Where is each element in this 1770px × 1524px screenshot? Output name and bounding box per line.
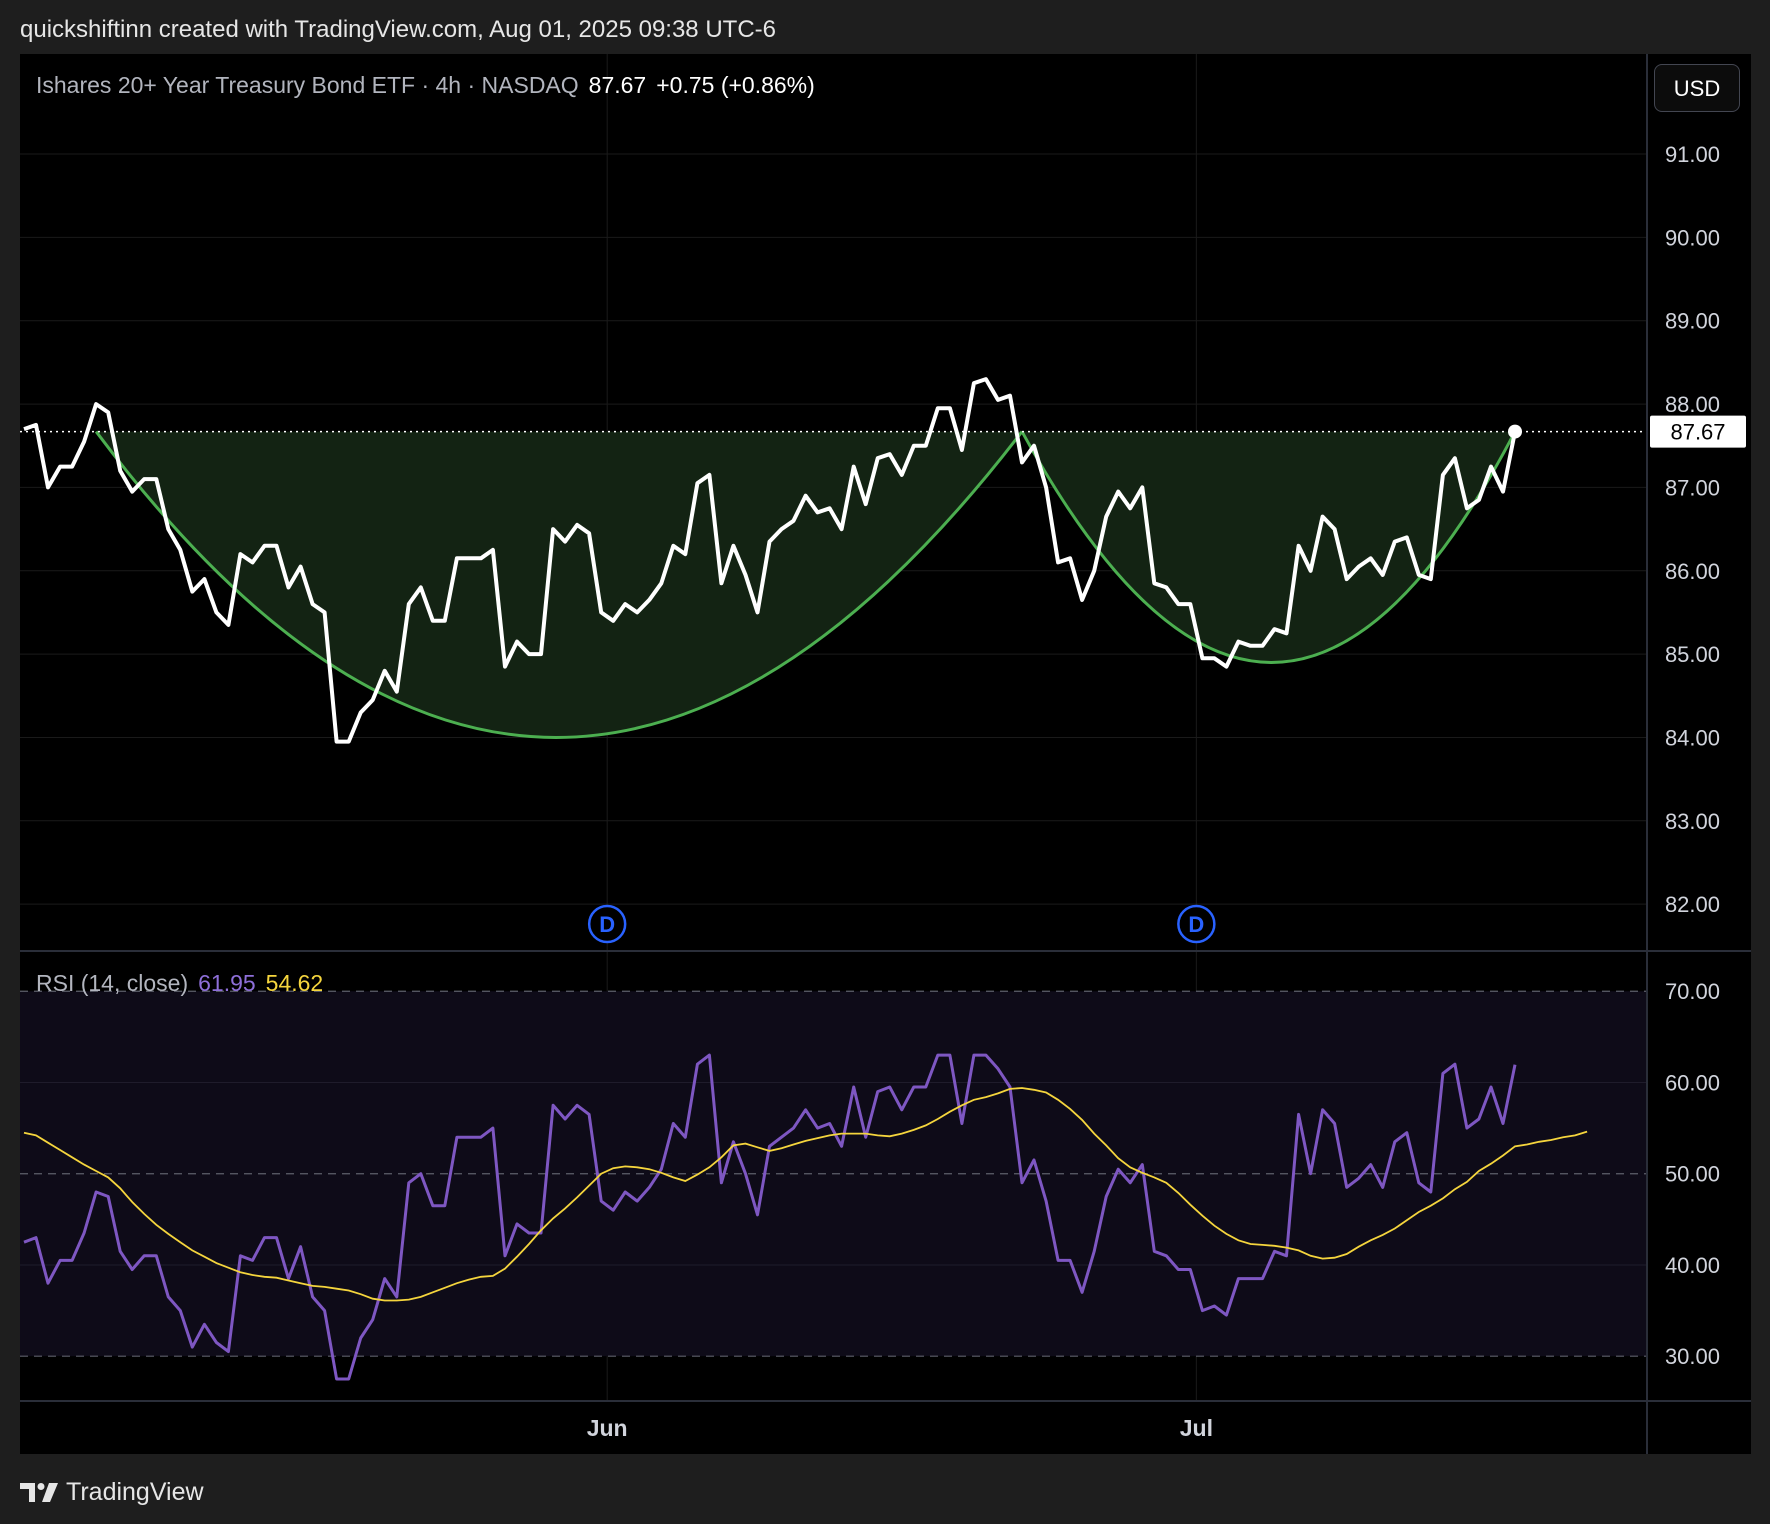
rsi-axis-tick: 60.00 <box>1665 1070 1720 1095</box>
symbol-title: Ishares 20+ Year Treasury Bond ETF · 4h … <box>36 72 579 98</box>
footer-brand-text: TradingView <box>66 1477 204 1506</box>
price-axis-tick: 89.00 <box>1665 309 1720 334</box>
legend-price: 87.67 <box>588 72 647 98</box>
rsi-ma-line[interactable] <box>23 1087 1588 1302</box>
rsi-series-line[interactable] <box>23 1053 1517 1381</box>
symbol-legend[interactable]: Ishares 20+ Year Treasury Bond ETF · 4h … <box>36 72 815 99</box>
rsi-axis-tick: 50.00 <box>1665 1162 1720 1187</box>
time-axis-tick: Jun <box>587 1415 628 1441</box>
dividend-marker-circle <box>1177 904 1216 944</box>
price-axis-tick: 91.00 <box>1665 142 1720 167</box>
price-axis-tick: 90.00 <box>1665 225 1720 250</box>
footer-brand[interactable]: TradingView <box>20 1474 204 1510</box>
cup-curve-1 <box>94 430 1024 739</box>
rsi-axis-tick: 70.00 <box>1665 979 1720 1004</box>
chart-header: quickshiftinn created with TradingView.c… <box>20 16 776 43</box>
price-axis-tick: 85.00 <box>1665 642 1720 667</box>
last-price-point[interactable] <box>1508 424 1522 439</box>
current-price-label: 87.67 <box>1670 420 1725 445</box>
dividend-marker-label: D <box>599 912 615 937</box>
tradingview-logo-icon <box>20 1483 58 1502</box>
rsi-ma-value: 54.62 <box>265 970 324 996</box>
legend-change: +0.75 (+0.86%) <box>656 72 815 98</box>
price-axis-tick: 87.00 <box>1665 475 1720 500</box>
price-series-line[interactable] <box>23 377 1517 744</box>
price-axis-tick: 82.00 <box>1665 892 1720 917</box>
price-axis-tick: 84.00 <box>1665 725 1720 750</box>
cup-curve-2 <box>1020 430 1517 664</box>
chart-frame[interactable]: 82.00 83.00 84.00 85.00 86.00 87.00 88.00 89.00… <box>20 54 1751 1454</box>
cup-fill-2 <box>1022 431 1515 663</box>
rsi-axis-tick: 30.00 <box>1665 1344 1720 1369</box>
price-axis-tick: 88.00 <box>1665 392 1720 417</box>
dividend-marker-circle <box>587 904 627 944</box>
rsi-title: RSI (14, close) <box>36 970 189 996</box>
current-price-label-box <box>1650 415 1746 448</box>
price-axis-tick: 83.00 <box>1665 809 1720 834</box>
rsi-axis-tick: 40.00 <box>1665 1253 1720 1278</box>
price-axis-tick: 86.00 <box>1665 559 1720 584</box>
rsi-value: 61.95 <box>198 970 256 996</box>
dividend-marker-label: D <box>1188 912 1204 937</box>
currency-button[interactable]: USD <box>1654 64 1740 112</box>
dividend-marker[interactable]: D <box>1177 904 1216 944</box>
rsi-legend[interactable]: RSI (14, close) 61.95 54.62 <box>36 970 323 997</box>
chart-canvas[interactable]: 82.00 83.00 84.00 85.00 86.00 87.00 88.00 89.00… <box>20 54 1751 1454</box>
time-axis-tick: Jul <box>1180 1415 1213 1441</box>
dividend-marker[interactable]: D <box>587 904 627 944</box>
